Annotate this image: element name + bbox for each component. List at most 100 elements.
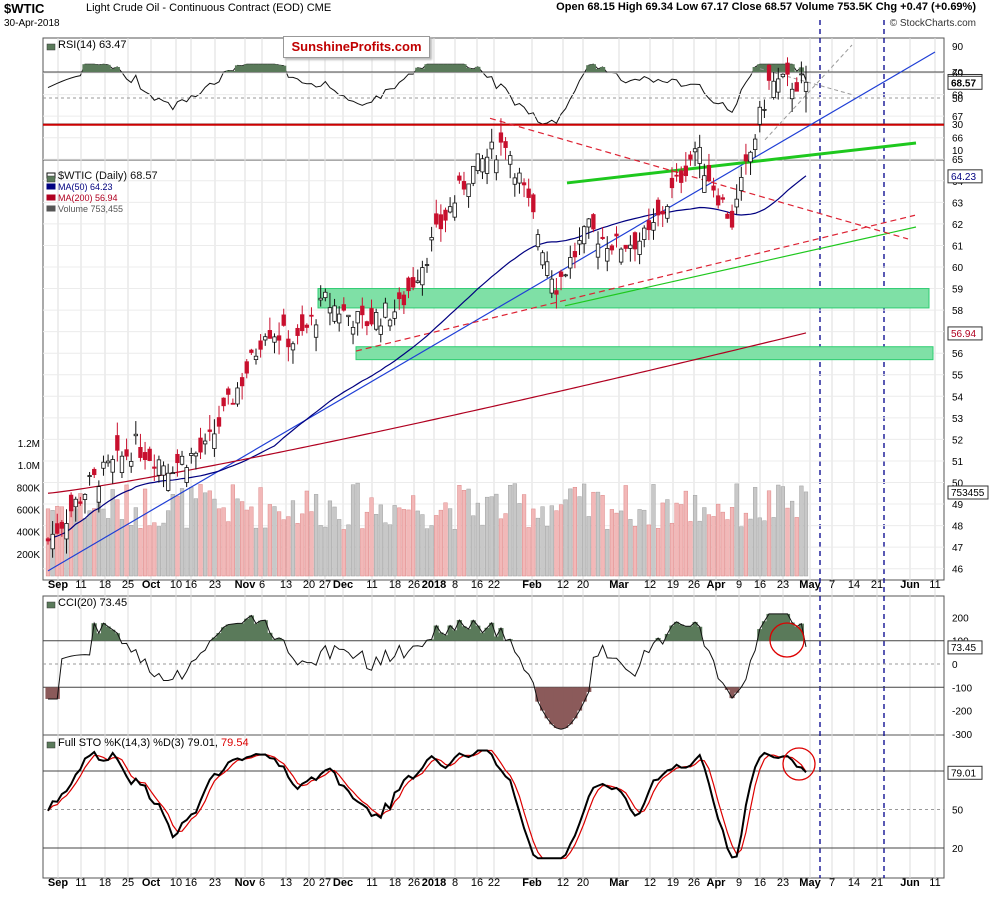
volume-bar <box>387 524 393 577</box>
x-tick-label-bottom: 12 <box>644 877 656 889</box>
price-tick-label: 55 <box>952 371 964 382</box>
price-tick-label: 46 <box>952 565 964 576</box>
candle-body <box>757 106 762 125</box>
candle-body <box>549 278 554 294</box>
candle-body <box>572 251 578 258</box>
volume-bar <box>253 527 259 577</box>
volume-bar <box>142 488 148 577</box>
gray-dashed-line <box>764 44 853 141</box>
x-tick-label: 25 <box>122 579 134 591</box>
x-tick-label: 11 <box>75 579 86 591</box>
cci-tick-label: 200 <box>952 613 969 624</box>
x-tick-label-bottom: 13 <box>280 877 292 889</box>
volume-bar <box>651 484 656 577</box>
candle-body <box>216 417 222 427</box>
volume-bar <box>221 507 226 577</box>
volume-bar <box>189 487 194 577</box>
candle-body <box>406 277 411 292</box>
candle-body <box>508 155 513 165</box>
x-tick-label: 6 <box>259 579 265 591</box>
candle-body <box>369 308 374 325</box>
volume-bar <box>480 524 485 577</box>
volume-bar <box>582 483 587 577</box>
sunshineprofits-badge: SunshineProfits.com <box>283 36 430 58</box>
candle-body <box>249 349 254 353</box>
volume-bar <box>508 484 513 577</box>
candle-body <box>512 177 517 185</box>
candle-body <box>184 467 189 483</box>
candle-body <box>558 271 564 277</box>
candle-body <box>452 202 457 218</box>
price-legend-entry: Volume 753,455 <box>58 204 123 214</box>
candle-body <box>82 493 88 500</box>
volume-bar <box>711 516 716 577</box>
x-tick-label-bottom: 21 <box>871 877 883 889</box>
price-tick-label: 56 <box>952 349 964 360</box>
candle-body <box>605 248 610 262</box>
volume-bar <box>780 486 785 577</box>
x-tick-label-bottom: 11 <box>75 877 86 889</box>
candle-body <box>129 461 134 467</box>
candle-body <box>789 88 795 100</box>
volume-bar <box>355 482 360 577</box>
candle-body <box>595 243 601 258</box>
x-tick-label: Feb <box>522 579 542 591</box>
volume-bar <box>304 490 309 577</box>
volume-bar <box>702 507 707 577</box>
candle-body <box>286 338 291 348</box>
volume-tick-label: 600K <box>17 506 41 517</box>
volume-bar <box>115 499 120 577</box>
volume-bar <box>438 509 443 577</box>
candle-body <box>517 172 522 184</box>
volume-bar <box>766 490 772 577</box>
candle-body <box>170 472 175 475</box>
volume-bar <box>660 502 665 577</box>
cci-highlight-circle <box>769 622 805 658</box>
x-tick-label: 7 <box>829 579 835 591</box>
price-tick-label: 61 <box>952 241 964 252</box>
volume-bar <box>193 498 199 577</box>
candle-body <box>706 164 712 182</box>
price-tick-label: 54 <box>952 392 964 403</box>
volume-bar <box>586 516 591 577</box>
price-legend-swatch <box>46 183 56 190</box>
volume-bar <box>133 507 138 577</box>
volume-bar <box>739 526 744 577</box>
candle-body <box>350 326 356 335</box>
candle-body <box>383 302 388 318</box>
x-tick-label-bottom: 22 <box>488 877 500 889</box>
candle-body <box>665 206 670 219</box>
candle-body <box>323 291 328 299</box>
volume-bar <box>92 508 97 577</box>
candle-body <box>387 319 393 327</box>
volume-bar <box>350 484 356 577</box>
volume-bar <box>87 510 92 577</box>
candle-body <box>651 222 656 231</box>
candle-body <box>540 252 545 266</box>
cci-value-badge-text: 73.45 <box>951 643 976 654</box>
candle-body <box>429 237 434 241</box>
volume-bar <box>374 514 379 577</box>
sto-highlight-circle <box>782 747 816 781</box>
volume-bar <box>406 509 411 577</box>
x-tick-label-bottom: 6 <box>259 877 265 889</box>
sto-tick-label: 50 <box>952 806 964 817</box>
volume-bar <box>263 527 268 577</box>
rsi-tick-label: 10 <box>952 146 964 157</box>
candle-body <box>438 214 444 230</box>
volume-bar <box>313 494 319 577</box>
volume-bar <box>129 525 134 577</box>
candle-body <box>374 312 379 330</box>
candle-body <box>355 311 360 324</box>
candle-body <box>309 314 314 317</box>
candle-body <box>669 177 675 189</box>
candle-body <box>771 80 776 98</box>
candle-body <box>697 146 702 164</box>
sto-label: Full STO %K(14,3) %D(3) 79.01, 79.54 <box>58 737 249 749</box>
volume-bar <box>637 509 642 577</box>
x-tick-label: 20 <box>303 579 315 591</box>
volume-bar <box>794 517 799 577</box>
volume-bar <box>258 487 263 577</box>
x-tick-label-bottom: 20 <box>303 877 315 889</box>
